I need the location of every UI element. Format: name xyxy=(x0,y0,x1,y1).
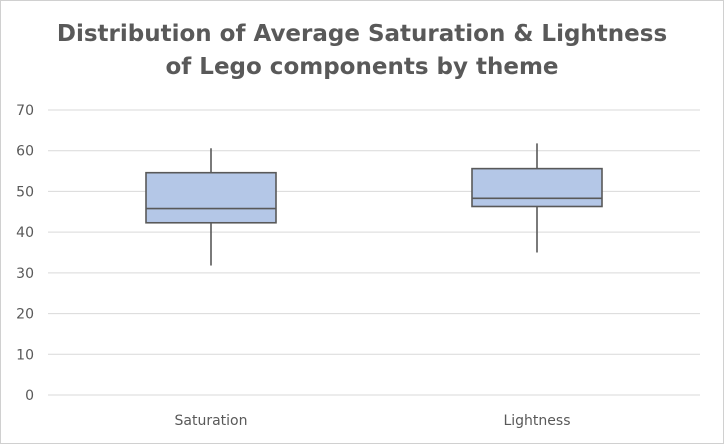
iqr-box xyxy=(471,167,603,208)
x-axis-category-labels: Saturation Lightness xyxy=(175,413,571,429)
category-label: Saturation xyxy=(175,413,248,429)
chart-title: Distribution of Average Saturation & Lig… xyxy=(0,18,724,84)
y-tick-label: 20 xyxy=(16,307,34,323)
iqr-box xyxy=(145,171,277,224)
y-tick-label: 0 xyxy=(25,388,34,404)
box-lightness xyxy=(471,143,603,253)
y-tick-label: 50 xyxy=(16,184,34,200)
y-tick-label: 60 xyxy=(16,144,34,160)
box-saturation xyxy=(145,148,277,266)
chart-title-line-1: Distribution of Average Saturation & Lig… xyxy=(56,21,668,47)
gridlines xyxy=(48,109,700,396)
category-label: Lightness xyxy=(503,413,570,429)
y-tick-label: 40 xyxy=(16,225,34,241)
boxes xyxy=(145,143,603,266)
chart-title-line-2: of Lego components by theme xyxy=(165,54,559,80)
y-axis-tick-labels: 0 10 20 30 40 50 60 70 xyxy=(16,103,34,404)
y-tick-label: 70 xyxy=(16,103,34,119)
y-tick-label: 10 xyxy=(16,347,34,363)
y-tick-label: 30 xyxy=(16,266,34,282)
